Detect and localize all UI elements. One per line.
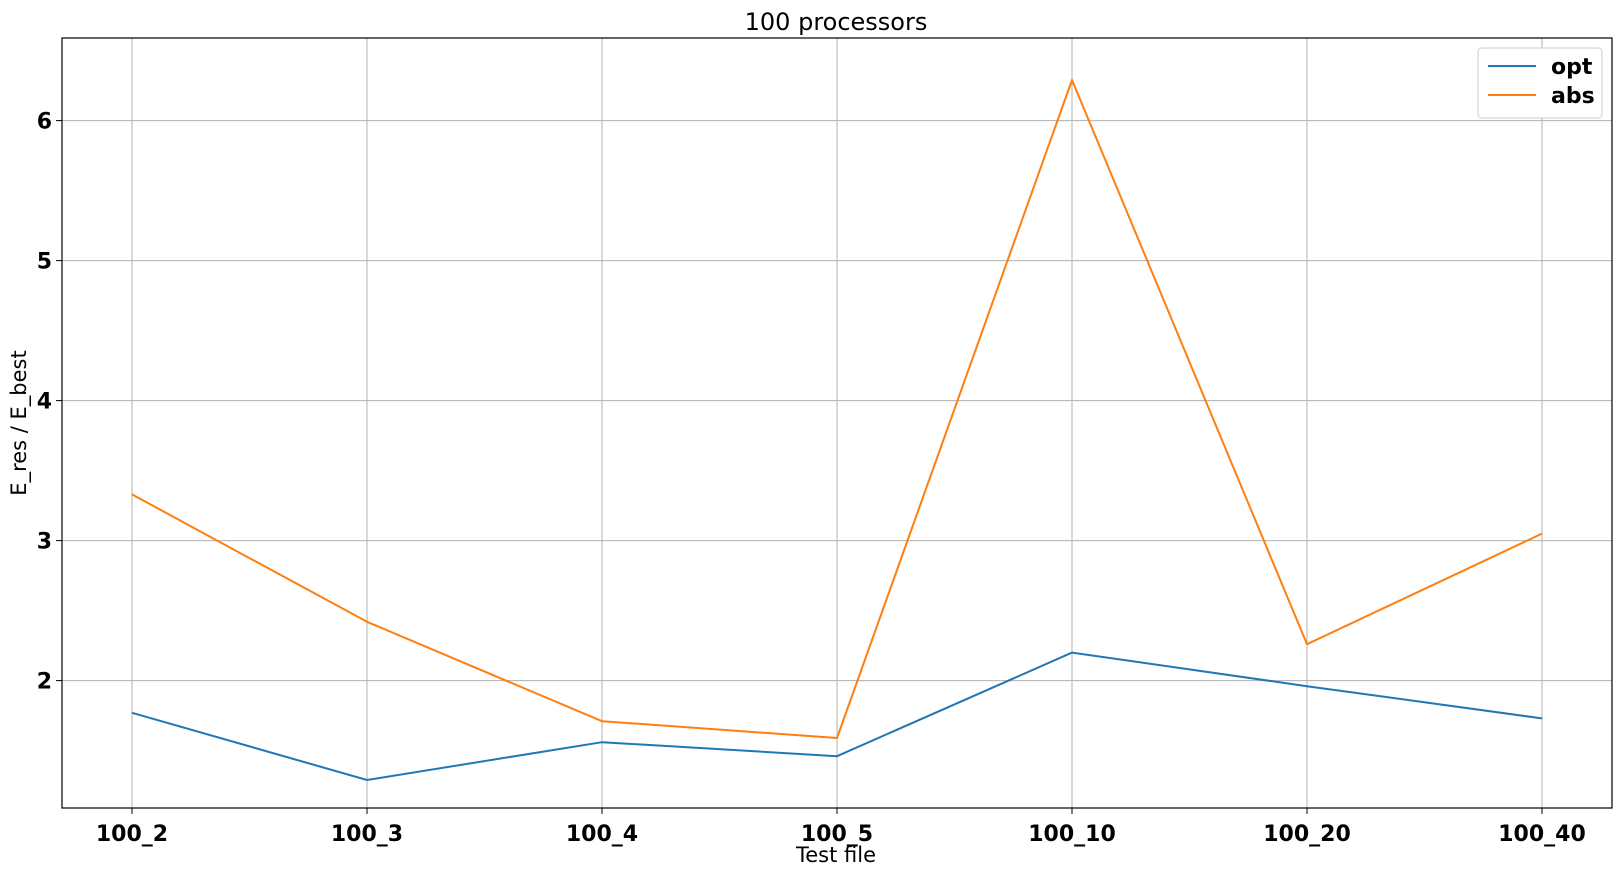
y-tick-label: 4 [37,390,52,415]
x-tick-label: 100_3 [331,822,403,847]
x-tick-label: 100_20 [1263,822,1351,847]
x-axis-label: Test file [795,843,876,867]
y-tick-label: 5 [37,250,52,275]
y-tick-label: 6 [37,110,52,135]
y-tick-label: 3 [37,530,52,555]
y-axis: 2 3 4 5 6 [37,110,62,695]
y-axis-label: E_res / E_best [7,350,32,495]
x-tick-label: 100_5 [801,822,873,847]
grid [62,38,1612,808]
x-tick-label: 100_4 [566,822,638,847]
x-axis: 100_2 100_3 100_4 100_5 100_10 100_20 100_40 [96,808,1586,847]
chart-title: 100 processors [745,8,928,36]
x-tick-label: 100_40 [1498,822,1586,847]
legend-label-opt: opt [1551,55,1593,80]
y-tick-label: 2 [37,670,52,695]
series-group [131,79,1543,781]
x-tick-label: 100_2 [96,822,168,847]
x-tick-label: 100_10 [1028,822,1116,847]
legend: opt abs [1477,47,1603,119]
legend-label-abs: abs [1551,84,1595,109]
